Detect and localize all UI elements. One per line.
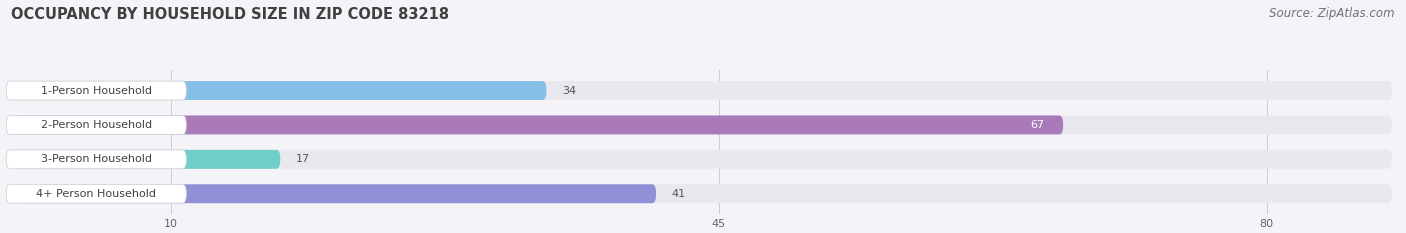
FancyBboxPatch shape (14, 150, 280, 169)
Text: 4+ Person Household: 4+ Person Household (37, 189, 156, 199)
FancyBboxPatch shape (14, 184, 1392, 203)
FancyBboxPatch shape (14, 184, 657, 203)
Text: Source: ZipAtlas.com: Source: ZipAtlas.com (1270, 7, 1395, 20)
Text: OCCUPANCY BY HOUSEHOLD SIZE IN ZIP CODE 83218: OCCUPANCY BY HOUSEHOLD SIZE IN ZIP CODE … (11, 7, 450, 22)
Text: 41: 41 (672, 189, 686, 199)
FancyBboxPatch shape (14, 81, 1392, 100)
Text: 34: 34 (562, 86, 576, 96)
FancyBboxPatch shape (14, 116, 1063, 134)
Text: 2-Person Household: 2-Person Household (41, 120, 152, 130)
Text: 3-Person Household: 3-Person Household (41, 154, 152, 164)
FancyBboxPatch shape (14, 150, 1392, 169)
Text: 67: 67 (1031, 120, 1045, 130)
Text: 17: 17 (295, 154, 311, 164)
FancyBboxPatch shape (14, 116, 1392, 134)
FancyBboxPatch shape (6, 150, 186, 169)
FancyBboxPatch shape (6, 81, 186, 100)
FancyBboxPatch shape (6, 184, 186, 203)
FancyBboxPatch shape (14, 81, 547, 100)
FancyBboxPatch shape (6, 116, 186, 134)
Text: 1-Person Household: 1-Person Household (41, 86, 152, 96)
